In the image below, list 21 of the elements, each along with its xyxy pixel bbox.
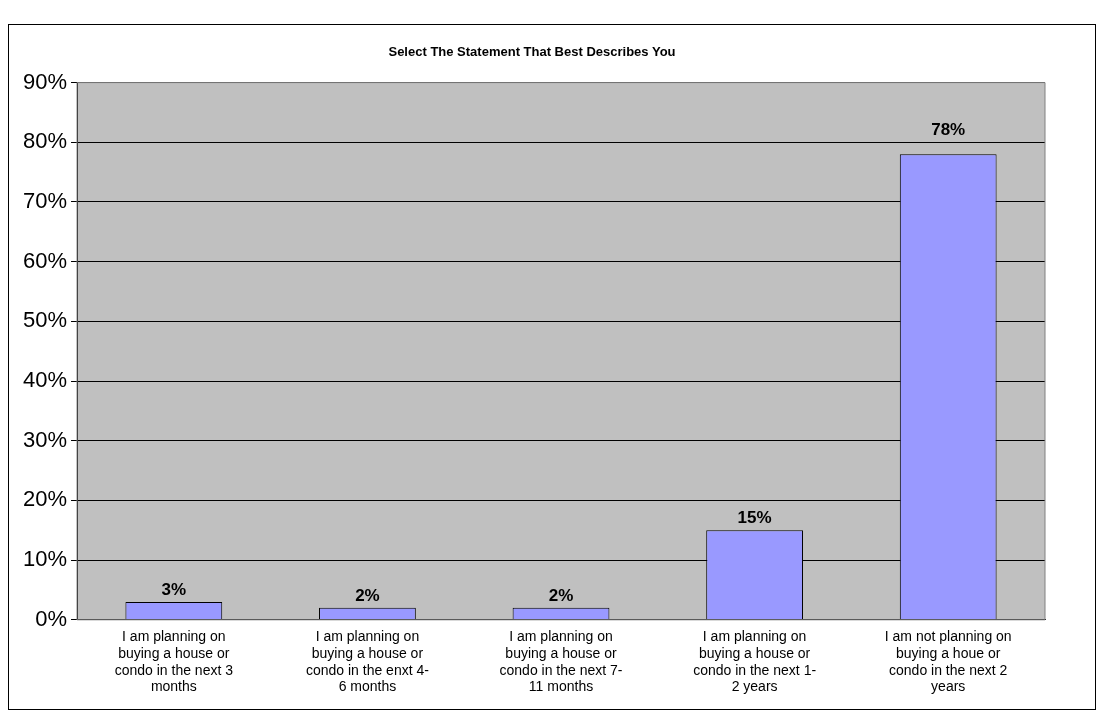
x-tick-label: I am planning on buying a house or condo in the next 1-2 years bbox=[693, 628, 817, 695]
data-label: 15% bbox=[737, 508, 772, 528]
y-tick-label: 70% bbox=[22, 188, 68, 214]
y-tick-label: 40% bbox=[22, 367, 68, 393]
data-label: 78% bbox=[931, 120, 966, 140]
y-tick-label: 30% bbox=[22, 426, 68, 452]
y-tick-label: 50% bbox=[22, 307, 68, 333]
y-tick-label: 80% bbox=[22, 128, 68, 154]
chart-title: Select The Statement That Best Describes You bbox=[388, 44, 676, 60]
y-tick-label: 20% bbox=[22, 486, 68, 512]
y-tick-label: 0% bbox=[35, 605, 68, 631]
x-tick-label: I am planning on buying a house or condo in the next 3 months bbox=[114, 628, 234, 695]
x-tick-label: I am planning on buying a house or condo in the next 7-11 months bbox=[499, 628, 623, 695]
data-label: 3% bbox=[161, 580, 187, 600]
x-tick-label: I am planning on buying a house or condo in the enxt 4-6 months bbox=[305, 628, 430, 695]
data-label: 2% bbox=[548, 586, 574, 606]
y-tick-label: 10% bbox=[22, 546, 68, 572]
data-label: 2% bbox=[355, 586, 380, 606]
y-tick-label: 60% bbox=[22, 247, 68, 273]
y-tick-label: 90% bbox=[22, 68, 68, 94]
x-tick-label: I am not planning on buying a houe or condo in the next 2 years bbox=[884, 628, 1012, 695]
